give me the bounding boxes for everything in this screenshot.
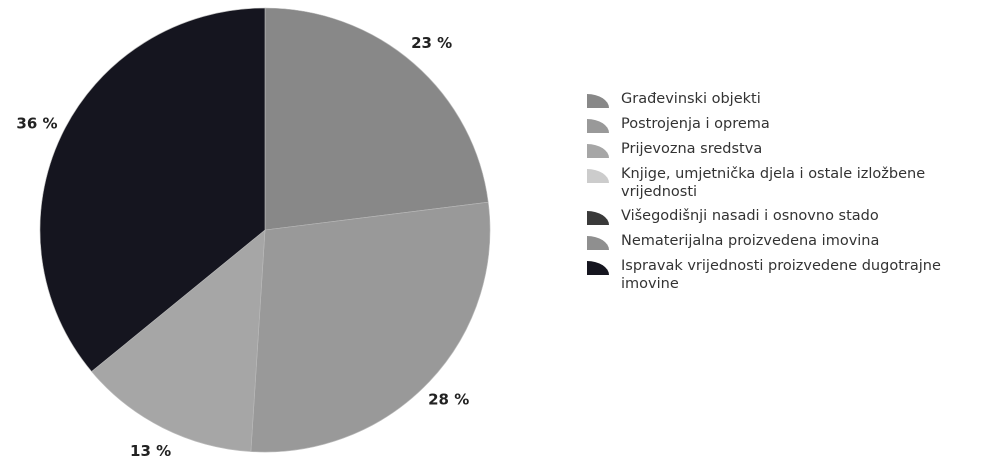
pie-slice bbox=[250, 201, 491, 453]
legend-swatch-shape bbox=[587, 94, 609, 108]
legend-swatch bbox=[587, 144, 609, 158]
pie-slice bbox=[264, 7, 489, 231]
legend-label: Knjige, umjetnička djela i ostale izložb… bbox=[621, 166, 926, 200]
pie-chart: 23 % 28 % 13 % 36 % bbox=[16, 7, 491, 460]
data-label: 23 % bbox=[411, 34, 452, 52]
legend-swatch-shape bbox=[587, 144, 609, 158]
legend-item: Višegodišnji nasadi i osnovno stado bbox=[585, 207, 975, 226]
data-label: 36 % bbox=[16, 115, 57, 133]
legend-item: Građevinski objekti bbox=[585, 90, 975, 109]
legend: Građevinski objekti Postrojenja i oprema P… bbox=[585, 90, 975, 299]
data-label: 28 % bbox=[428, 391, 469, 409]
legend-swatch-shape bbox=[587, 211, 609, 225]
legend-label: Građevinski objekti bbox=[621, 91, 761, 107]
legend-item: Ispravak vrijednosti proizvedene dugotra… bbox=[585, 257, 975, 293]
legend-swatch-shape bbox=[587, 236, 609, 250]
legend-swatch bbox=[587, 169, 609, 183]
data-label: 13 % bbox=[130, 442, 171, 460]
legend-label: Nematerijalna proizvedena imovina bbox=[621, 233, 880, 249]
legend-swatch bbox=[587, 211, 609, 225]
legend-swatch bbox=[587, 261, 609, 275]
legend-swatch-shape bbox=[587, 169, 609, 183]
legend-swatch bbox=[587, 236, 609, 250]
legend-label: Ispravak vrijednosti proizvedene dugotra… bbox=[621, 258, 941, 292]
legend-label: Postrojenja i oprema bbox=[621, 116, 770, 132]
pie-slice bbox=[91, 229, 266, 452]
legend-swatch-shape bbox=[587, 119, 609, 133]
pie-slice bbox=[39, 7, 266, 372]
legend-item: Nematerijalna proizvedena imovina bbox=[585, 232, 975, 251]
legend-item: Prijevozna sredstva bbox=[585, 140, 975, 159]
legend-swatch bbox=[587, 94, 609, 108]
legend-swatch bbox=[587, 119, 609, 133]
legend-item: Postrojenja i oprema bbox=[585, 115, 975, 134]
legend-item: Knjige, umjetnička djela i ostale izložb… bbox=[585, 165, 975, 201]
legend-label: Prijevozna sredstva bbox=[621, 141, 763, 157]
legend-swatch-shape bbox=[587, 261, 609, 275]
legend-label: Višegodišnji nasadi i osnovno stado bbox=[621, 208, 879, 224]
